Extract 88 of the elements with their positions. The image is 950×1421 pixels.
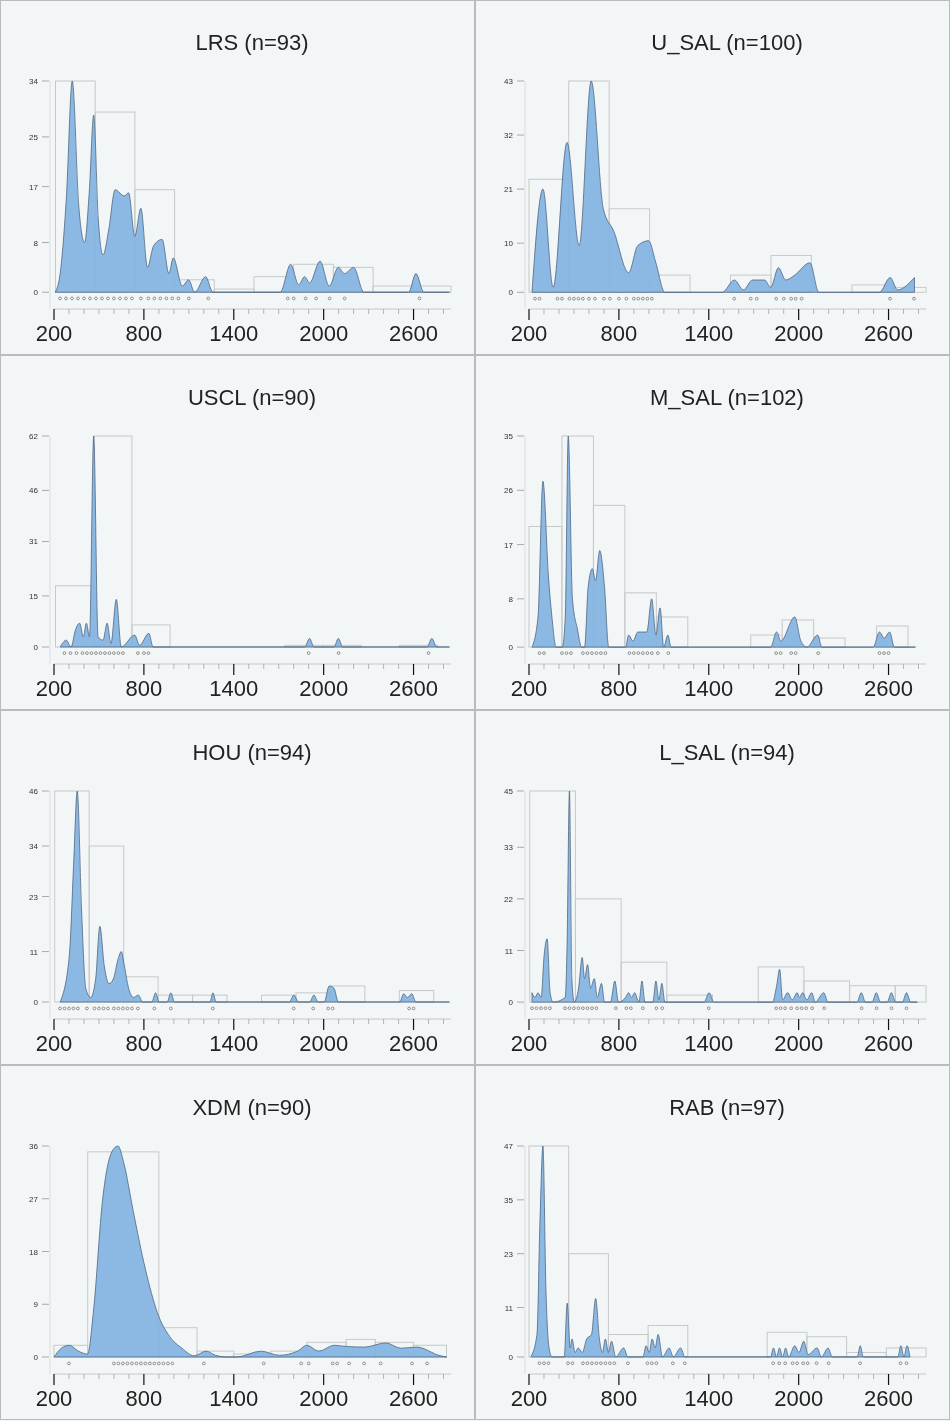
y-tick-label: 8 (33, 238, 39, 248)
x-tick-label: 2600 (864, 1386, 914, 1411)
y-tick-label: 35 (504, 432, 514, 441)
y-tick-label: 23 (29, 892, 39, 902)
y-tick-label: 10 (504, 239, 514, 249)
chart-title: M_SAL (n=102) (650, 385, 804, 410)
x-tick-label: 1400 (209, 1031, 259, 1056)
y-tick-label: 43 (504, 77, 514, 86)
x-tick-label: 2000 (299, 1386, 349, 1411)
y-tick-label: 23 (504, 1249, 514, 1259)
x-tick-label: 200 (510, 1031, 548, 1056)
x-tick-label: 800 (125, 676, 163, 701)
x-tick-label: 1400 (684, 676, 734, 701)
x-tick-label: 800 (125, 1031, 163, 1056)
x-tick-label: 2600 (389, 321, 439, 346)
x-tick-label: 2000 (774, 676, 824, 701)
y-tick-label: 0 (33, 288, 39, 298)
x-tick-label: 800 (600, 321, 638, 346)
x-tick-label: 1400 (209, 321, 259, 346)
chart-title: HOU (n=94) (192, 740, 312, 765)
x-tick-label: 2600 (389, 1386, 439, 1411)
x-tick-label: 1400 (684, 321, 734, 346)
y-tick-label: 45 (504, 787, 514, 796)
y-tick-label: 25 (29, 132, 39, 142)
y-tick-label: 17 (504, 540, 514, 550)
y-tick-label: 15 (29, 591, 39, 601)
chart-title: LRS (n=93) (195, 30, 309, 55)
y-tick-label: 33 (504, 843, 514, 853)
y-tick-label: 34 (29, 77, 39, 86)
chart-title: XDM (n=90) (192, 1095, 312, 1120)
y-tick-label: 18 (29, 1247, 39, 1257)
y-tick-label: 31 (29, 537, 39, 547)
y-tick-label: 27 (29, 1194, 39, 1204)
y-tick-label: 34 (29, 842, 39, 852)
x-tick-label: 2000 (774, 1386, 824, 1411)
y-tick-label: 0 (508, 643, 514, 653)
x-tick-label: 2600 (389, 676, 439, 701)
y-tick-label: 22 (504, 894, 514, 904)
y-tick-label: 11 (29, 947, 39, 957)
y-tick-label: 0 (33, 642, 39, 652)
y-tick-label: 21 (504, 185, 514, 195)
y-tick-label: 36 (29, 1142, 39, 1151)
x-tick-label: 800 (600, 676, 638, 701)
x-tick-label: 2000 (299, 1031, 349, 1056)
x-tick-label: 1400 (684, 1386, 734, 1411)
y-tick-label: 9 (33, 1300, 39, 1310)
y-tick-label: 62 (29, 432, 39, 441)
y-tick-label: 32 (504, 131, 514, 141)
x-tick-label: 800 (125, 321, 163, 346)
x-tick-label: 2000 (299, 676, 349, 701)
x-tick-label: 2600 (864, 676, 914, 701)
y-tick-label: 46 (29, 787, 39, 796)
x-tick-label: 800 (600, 1031, 638, 1056)
x-tick-label: 200 (35, 1031, 73, 1056)
y-tick-label: 26 (504, 486, 514, 496)
x-tick-label: 200 (35, 1386, 73, 1411)
x-tick-label: 2600 (864, 321, 914, 346)
x-tick-label: 1400 (209, 1386, 259, 1411)
y-tick-label: 0 (508, 1352, 514, 1362)
y-tick-label: 35 (504, 1195, 514, 1205)
y-tick-label: 0 (33, 998, 39, 1008)
chart-title: U_SAL (n=100) (651, 30, 803, 55)
y-tick-label: 0 (508, 288, 514, 298)
y-tick-label: 46 (29, 486, 39, 496)
y-tick-label: 47 (504, 1142, 514, 1151)
x-tick-label: 2600 (864, 1031, 914, 1056)
y-tick-label: 11 (504, 1303, 514, 1313)
x-tick-label: 2000 (774, 1031, 824, 1056)
x-tick-label: 200 (510, 1386, 548, 1411)
y-tick-label: 0 (508, 998, 514, 1008)
chart-title: L_SAL (n=94) (659, 740, 795, 765)
y-tick-label: 11 (504, 946, 514, 956)
x-tick-label: 800 (600, 1386, 638, 1411)
x-tick-label: 1400 (684, 1031, 734, 1056)
x-tick-label: 200 (35, 676, 73, 701)
x-tick-label: 200 (35, 321, 73, 346)
x-tick-label: 200 (510, 676, 548, 701)
chart-title: RAB (n=97) (669, 1095, 785, 1120)
y-tick-label: 8 (508, 594, 514, 604)
x-tick-label: 200 (510, 321, 548, 346)
y-tick-label: 0 (33, 1353, 39, 1362)
chart-title: USCL (n=90) (187, 385, 317, 410)
x-tick-label: 2000 (299, 321, 349, 346)
x-tick-label: 2000 (774, 321, 824, 346)
y-tick-label: 17 (29, 182, 39, 192)
x-tick-label: 800 (125, 1386, 163, 1411)
x-tick-label: 2600 (389, 1031, 439, 1056)
x-tick-label: 1400 (209, 676, 259, 701)
